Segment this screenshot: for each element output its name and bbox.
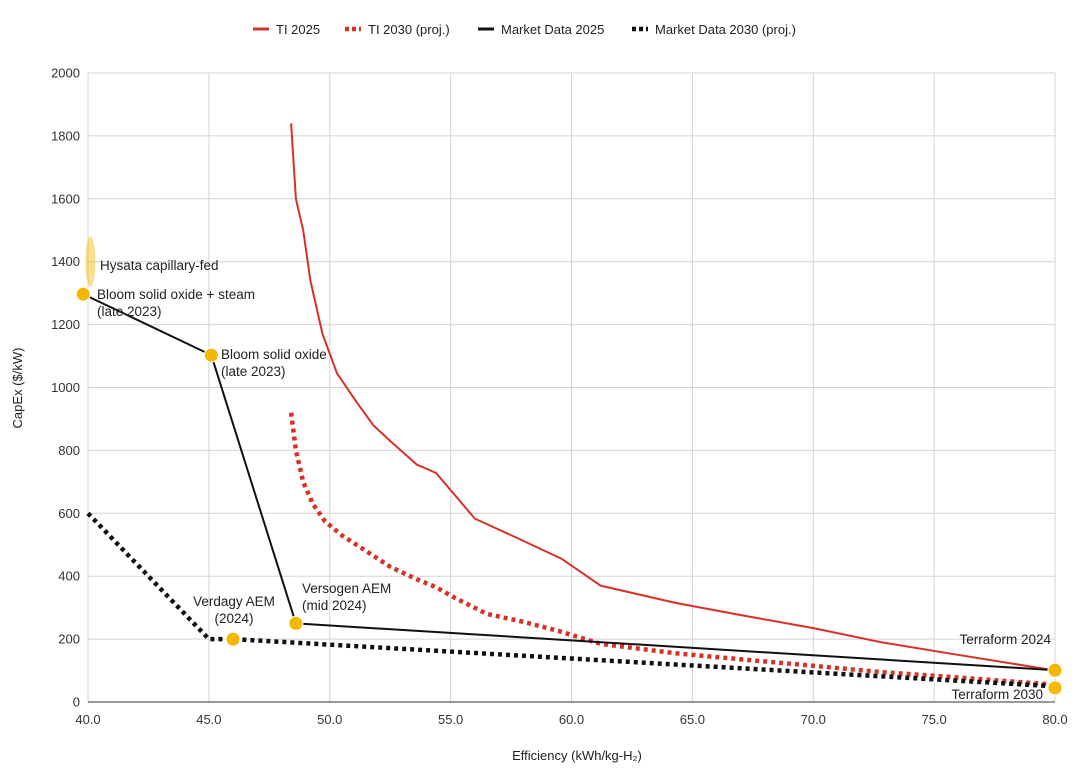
annotation-label: Bloom solid oxide	[221, 347, 327, 362]
y-tick-label: 800	[58, 443, 80, 458]
y-tick-label: 1400	[51, 254, 80, 269]
y-tick-label: 1000	[51, 380, 80, 395]
y-tick-label: 0	[73, 695, 80, 710]
x-tick-label: 55.0	[438, 712, 463, 727]
legend-label: Market Data 2025	[501, 22, 604, 37]
x-tick-label: 60.0	[559, 712, 584, 727]
gridlines	[87, 72, 1056, 703]
x-axis-title: Efficiency (kWh/kg-H₂)	[512, 748, 642, 763]
annotation-label: Terraform 2024	[959, 632, 1051, 647]
data-point-marker	[1047, 662, 1063, 678]
data-point-marker	[203, 347, 219, 363]
annotation-layer: Bloom solid oxide + steam (late 2023) Bloo…	[97, 258, 1051, 702]
y-tick-label: 1200	[51, 317, 80, 332]
legend: TI 2025 TI 2030 (proj.) Market Data 2025 Ma…	[253, 22, 796, 37]
annotation-label: Terraform 2030	[951, 687, 1043, 702]
x-tick-label: 40.0	[75, 712, 100, 727]
x-tick-label: 80.0	[1042, 712, 1067, 727]
legend-label: Market Data 2030 (proj.)	[655, 22, 796, 37]
y-tick-label: 1800	[51, 128, 80, 143]
hysata-range-marker	[85, 236, 96, 287]
series-ti-2030-proj-line	[288, 412, 1056, 687]
y-tick-label: 400	[58, 569, 80, 584]
series-market-data-2030-proj-line	[86, 511, 1056, 689]
data-point-marker	[1047, 680, 1063, 696]
data-point-marker	[288, 615, 304, 631]
annotation-label: Verdagy AEM	[193, 594, 275, 609]
annotation-sublabel: (late 2023)	[97, 304, 162, 319]
series-ti-2025-line	[290, 123, 1056, 672]
series-market-data-2025-line	[82, 293, 1056, 672]
axes: 0 200 400 600 800 1000 1200 1400 1600 1800 2000 40.…	[51, 66, 1068, 728]
x-tick-label: 50.0	[317, 712, 342, 727]
legend-label: TI 2025	[276, 22, 320, 37]
x-tick-label: 70.0	[801, 712, 826, 727]
data-point-marker	[75, 286, 91, 302]
x-tick-label: 65.0	[680, 712, 705, 727]
data-point-marker	[225, 631, 241, 647]
marker-layer	[75, 236, 1063, 696]
legend-label: TI 2030 (proj.)	[368, 22, 450, 37]
y-tick-label: 2000	[51, 66, 80, 81]
annotation-label: Versogen AEM	[302, 581, 391, 596]
x-tick-label: 45.0	[196, 712, 221, 727]
y-tick-label: 1600	[51, 191, 80, 206]
x-tick-label: 75.0	[921, 712, 946, 727]
y-axis-title: CapEx ($/kW)	[10, 348, 25, 429]
series-layer	[82, 123, 1056, 689]
annotation-label: Bloom solid oxide + steam	[97, 287, 255, 302]
annotation-sublabel: (mid 2024)	[302, 598, 367, 613]
annotation-sublabel: (2024)	[214, 611, 253, 626]
annotation-label: Hysata capillary-fed	[100, 258, 219, 273]
y-tick-label: 200	[58, 632, 80, 647]
y-tick-label: 600	[58, 506, 80, 521]
annotation-sublabel: (late 2023)	[221, 364, 286, 379]
